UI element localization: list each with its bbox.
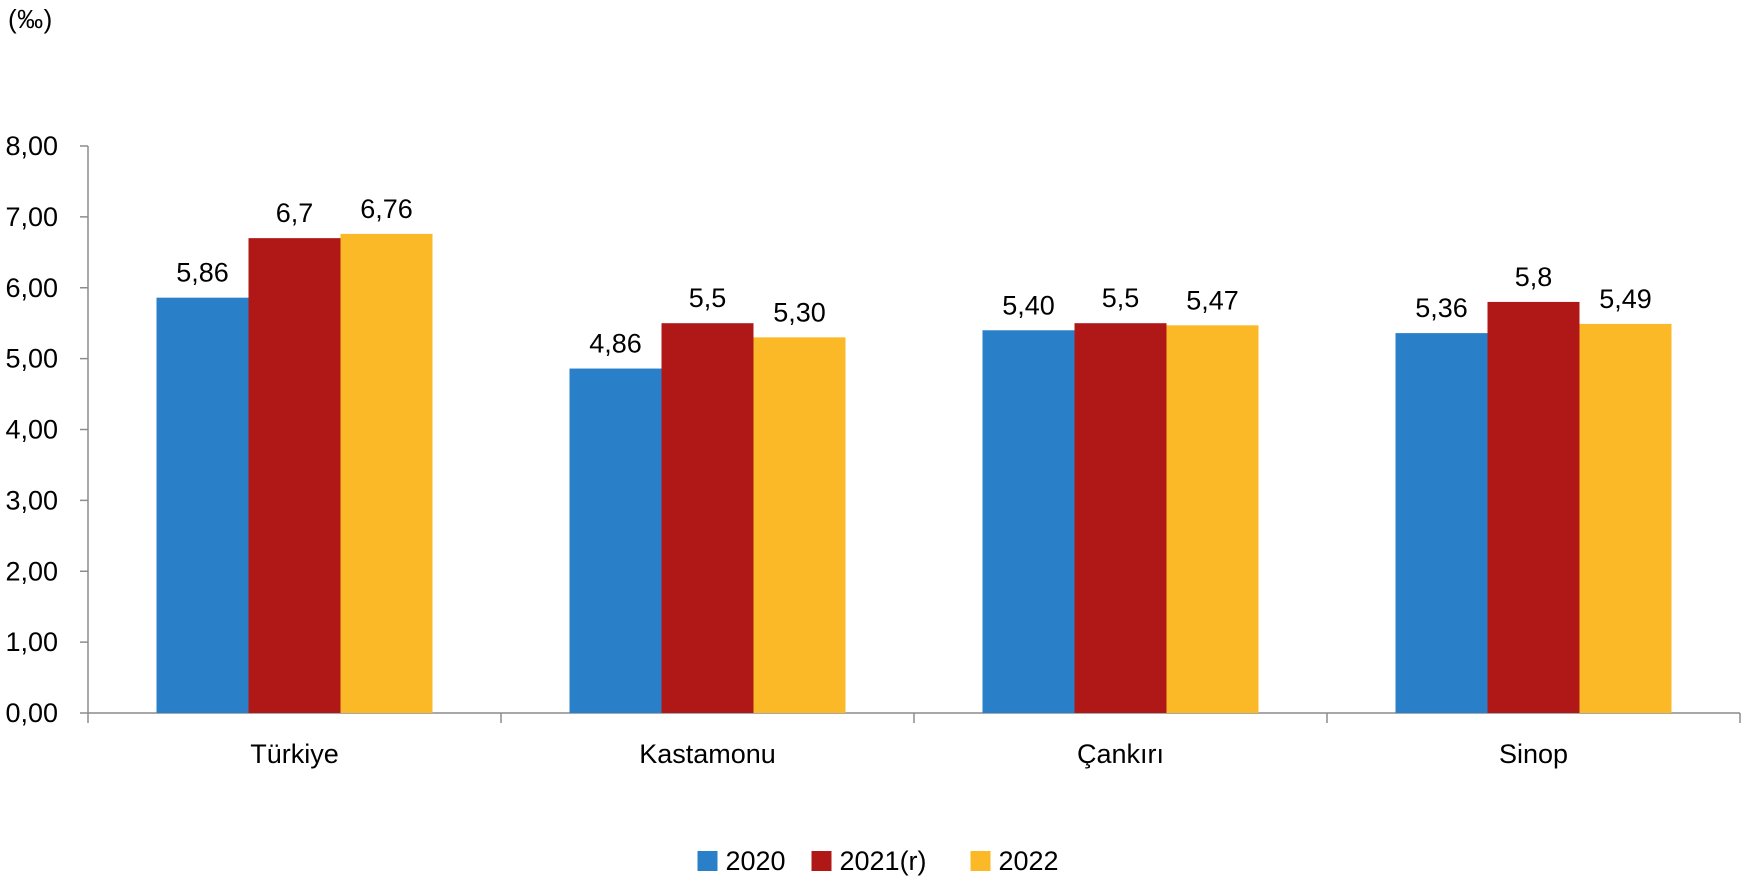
legend-swatch xyxy=(697,851,718,871)
legend-label: 2020 xyxy=(726,846,786,876)
bar-2020-Kastamonu xyxy=(569,368,662,713)
y-tick-label: 3,00 xyxy=(5,485,58,515)
data-label: 5,86 xyxy=(176,258,229,288)
data-labels: 5,86 6,7 6,76 4,86 5,5 5,30 5,40 5,5 5,47 5,36 5,8… xyxy=(176,194,1652,359)
y-tick-label: 6,00 xyxy=(5,273,58,303)
bar-2021(r)-Sinop xyxy=(1487,301,1580,713)
data-label: 5,47 xyxy=(1186,285,1239,315)
y-tick-label: 5,00 xyxy=(5,344,58,374)
y-tick-label: 4,00 xyxy=(5,415,58,445)
data-label: 5,49 xyxy=(1599,284,1652,314)
legend-label: 2022 xyxy=(999,846,1059,876)
y-tick-label: 8,00 xyxy=(5,131,58,161)
y-tick-label: 0,00 xyxy=(5,698,58,728)
data-label: 4,86 xyxy=(589,329,642,359)
bar-2022-Sinop xyxy=(1579,323,1672,713)
legend-swatch xyxy=(811,851,832,871)
bar-2021(r)-Çankırı xyxy=(1074,323,1167,713)
y-unit-label: (‰) xyxy=(8,4,53,34)
legend: 2020 2021(r) 2022 xyxy=(697,846,1059,876)
bar-2021(r)-Kastamonu xyxy=(661,323,754,713)
data-label: 5,30 xyxy=(773,297,826,327)
bar-2022-Türkiye xyxy=(340,233,433,713)
bar-2020-Sinop xyxy=(1395,333,1488,713)
bar-2021(r)-Türkiye xyxy=(248,238,341,713)
data-label: 5,5 xyxy=(1102,283,1140,313)
bar-2020-Türkiye xyxy=(156,297,249,713)
data-label: 5,40 xyxy=(1002,290,1055,320)
category-label: Sinop xyxy=(1499,739,1568,769)
y-tick-label: 7,00 xyxy=(5,202,58,232)
legend-label: 2021(r) xyxy=(840,846,927,876)
legend-swatch xyxy=(970,851,991,871)
bar-2022-Çankırı xyxy=(1166,325,1259,713)
category-label: Çankırı xyxy=(1077,739,1164,769)
y-tick-label: 1,00 xyxy=(5,627,58,657)
data-label: 6,7 xyxy=(276,198,314,228)
data-label: 5,36 xyxy=(1415,293,1468,323)
category-label: Türkiye xyxy=(250,739,339,769)
bar-2022-Kastamonu xyxy=(753,337,846,713)
category-label: Kastamonu xyxy=(639,739,776,769)
bars xyxy=(156,233,1672,713)
data-label: 5,8 xyxy=(1515,262,1553,292)
axes: 0,00 1,00 2,00 3,00 4,00 5,00 6,00 7,00 8,00 Türk… xyxy=(5,131,1741,769)
bar-2020-Çankırı xyxy=(982,330,1075,713)
data-label: 5,5 xyxy=(689,283,727,313)
data-label: 6,76 xyxy=(360,194,413,224)
y-tick-label: 2,00 xyxy=(5,556,58,586)
